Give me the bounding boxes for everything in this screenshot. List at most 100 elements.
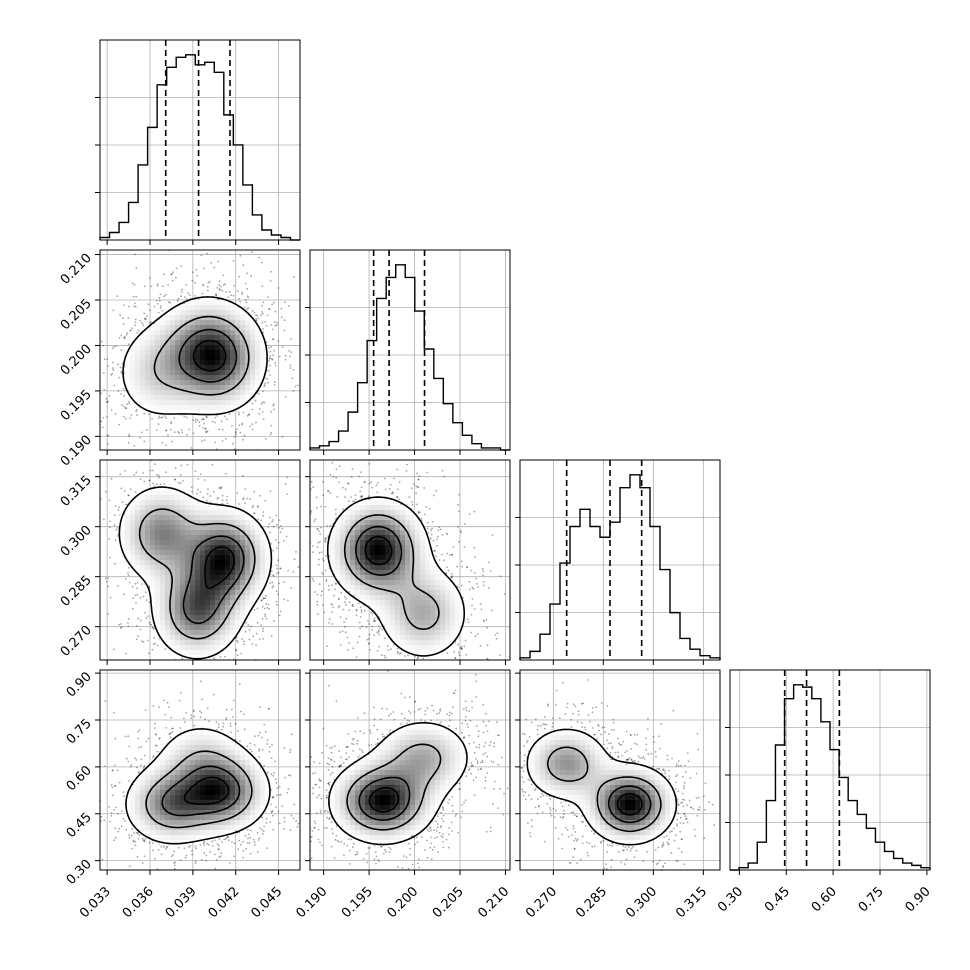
scatter-point (175, 267, 178, 270)
density-cell (165, 315, 171, 321)
scatter-point (460, 531, 462, 534)
scatter-point (265, 603, 268, 605)
scatter-point (224, 415, 226, 418)
density-cell (225, 550, 231, 556)
density-cell (210, 625, 216, 631)
density-cell (215, 505, 221, 511)
density-cell (200, 345, 206, 351)
scatter-point (180, 290, 183, 293)
density-cell (215, 390, 221, 396)
scatter-point (321, 590, 323, 593)
scatter-point (110, 409, 113, 411)
density-cell (205, 520, 211, 526)
density-cell (175, 600, 181, 606)
scatter-point (127, 566, 130, 569)
scatter-point (155, 483, 158, 486)
scatter-point (120, 626, 123, 629)
density-cell (255, 345, 261, 351)
scatter-point (102, 372, 105, 374)
scatter-point (127, 494, 130, 497)
density-cell (165, 350, 171, 356)
density-cell (185, 360, 191, 366)
density-cell (230, 570, 236, 576)
density-cell (170, 350, 176, 356)
density-cell (210, 310, 216, 316)
scatter-point (165, 429, 168, 432)
scatter-point (344, 631, 347, 634)
scatter-point (238, 424, 241, 426)
scatter-point (183, 415, 186, 418)
scatter-point (135, 638, 138, 641)
density-cell (175, 500, 181, 506)
density-cell (170, 635, 176, 641)
density-cell (185, 575, 191, 581)
scatter-point (379, 627, 381, 630)
density-cell (185, 390, 191, 396)
scatter-panel-1-2 (309, 459, 511, 661)
scatter-point (241, 638, 244, 640)
density-cell (220, 365, 226, 371)
density-cell (155, 490, 161, 496)
density-cell (210, 620, 216, 626)
density-cell (195, 400, 201, 406)
density-cell (140, 360, 146, 366)
density-cell (230, 320, 236, 326)
density-cell (180, 385, 186, 391)
scatter-point (160, 305, 162, 307)
density-cell (195, 635, 201, 641)
density-cell (170, 560, 176, 566)
scatter-point (256, 314, 259, 317)
scatter-point (221, 440, 224, 442)
scatter-point (329, 492, 332, 494)
scatter-point (188, 294, 191, 297)
density-cell (220, 570, 226, 576)
scatter-point (274, 381, 276, 384)
scatter-point (415, 492, 417, 495)
density-cell (200, 350, 206, 356)
density-cell (225, 325, 231, 331)
scatter-point (113, 648, 115, 651)
density-cell (245, 525, 251, 531)
density-cell (160, 390, 166, 396)
density-cell (195, 610, 201, 616)
density-cell (145, 340, 151, 346)
scatter-point (108, 499, 111, 502)
density-cell (130, 545, 136, 551)
density-cell (215, 565, 221, 571)
density-cell (235, 510, 241, 516)
density-cell (240, 370, 246, 376)
density-cell (195, 565, 201, 571)
density-cell (180, 510, 186, 516)
density-cell (160, 625, 166, 631)
density-cell (195, 300, 201, 306)
scatter-point (247, 624, 250, 626)
density-cell (220, 565, 226, 571)
density-cell (135, 340, 141, 346)
density-cell (225, 615, 231, 621)
scatter-point (244, 282, 247, 285)
density-cell (205, 390, 211, 396)
density-cell (155, 495, 161, 501)
scatter-point (156, 473, 158, 476)
scatter-point (281, 435, 284, 438)
scatter-point (284, 396, 287, 398)
density-cell (215, 385, 221, 391)
scatter-point (289, 367, 292, 369)
density-cell (185, 505, 191, 511)
scatter-point (258, 412, 261, 415)
density-cell (190, 535, 196, 541)
density-cell (140, 525, 146, 531)
density-cell (250, 520, 256, 526)
scatter-point (278, 582, 281, 585)
density-cell (215, 645, 221, 651)
histogram-panel-0 (95, 39, 301, 241)
scatter-point (178, 432, 181, 434)
scatter-point (264, 597, 267, 600)
density-cell (155, 330, 161, 336)
scatter-point (106, 434, 109, 437)
density-cell (135, 500, 141, 506)
density-cell (210, 605, 216, 611)
density-cell (165, 555, 171, 561)
density-cell (235, 545, 241, 551)
scatter-point (127, 574, 130, 576)
